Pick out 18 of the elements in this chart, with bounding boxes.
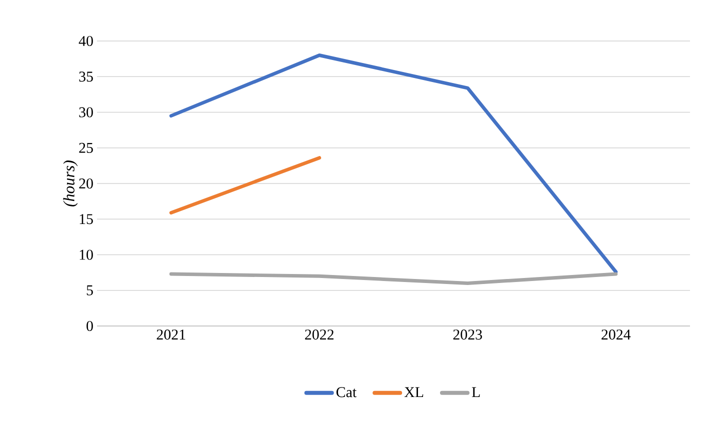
y-tick-label: 30 [79, 107, 93, 118]
y-tick-label: 40 [78, 36, 93, 46]
legend-label: XL [404, 387, 424, 398]
legend-label: Cat [336, 387, 357, 398]
line-series [169, 54, 618, 274]
y-tick-label: 0 [86, 320, 93, 332]
x-tick-label: 2024 [602, 330, 631, 340]
x-tick-label: 2021 [156, 330, 186, 340]
y-tick-label: 10 [80, 250, 93, 260]
y-axis-title: (hours) [63, 160, 78, 206]
y-tick-label: 25 [79, 142, 93, 153]
y-tick-label: 15 [80, 214, 93, 224]
legend-label: L [472, 387, 480, 398]
x-tick-label: 2022 [305, 330, 334, 340]
y-tick-label: 20 [79, 178, 93, 189]
y-tick-label: 5 [86, 285, 93, 296]
y-tick-label: 35 [79, 72, 93, 82]
x-tick-label: 2023 [453, 330, 482, 340]
